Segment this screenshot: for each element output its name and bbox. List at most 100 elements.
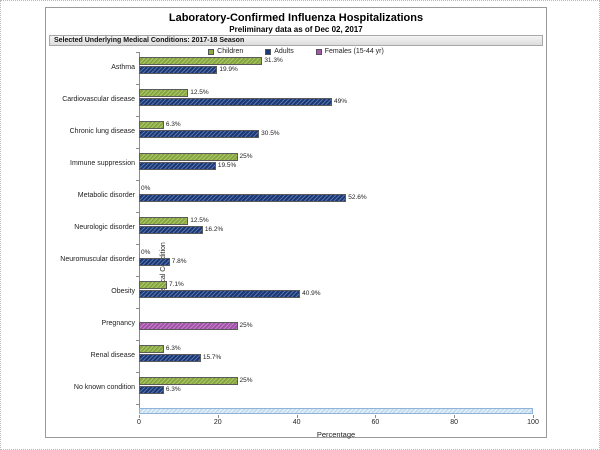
chart-row: Pregnancy 25% xyxy=(102,308,533,340)
x-axis-tick xyxy=(533,415,534,418)
range-scroll-strip[interactable] xyxy=(139,408,533,414)
category-label: No known condition xyxy=(73,384,135,391)
value-label: 0% xyxy=(141,185,151,192)
x-axis-tick xyxy=(296,415,298,418)
adults-bar[interactable] xyxy=(139,194,347,202)
legend-label: Adults xyxy=(274,48,294,55)
chart-row: Immune suppression 25% 19.5% xyxy=(70,148,533,180)
category-label: Pregnancy xyxy=(101,320,135,327)
x-axis-tick xyxy=(375,415,377,418)
chart-row: Renal disease 6.3% 15.7% xyxy=(91,340,533,372)
legend-item-children[interactable]: Children xyxy=(208,48,243,55)
adults-bar[interactable] xyxy=(139,386,164,394)
chart-row: Obesity 7.1% 40.9% xyxy=(111,276,533,308)
value-label: 25% xyxy=(239,322,253,329)
y-axis-tick xyxy=(136,148,139,149)
y-axis-tick xyxy=(136,84,139,85)
legend-label: Females (15-44 yr) xyxy=(324,48,384,55)
chart-row: Neuromuscular disorder 0% 7.8% xyxy=(60,244,533,276)
adults-bar[interactable] xyxy=(139,130,260,138)
value-label: 25% xyxy=(239,153,253,160)
x-tick-label: 80 xyxy=(450,419,459,426)
category-label: Neuromuscular disorder xyxy=(60,256,135,263)
category-label: Immune suppression xyxy=(70,160,135,167)
legend-item-adults[interactable]: Adults xyxy=(265,48,294,55)
value-label: 16.2% xyxy=(204,226,224,233)
value-label: 19.9% xyxy=(219,66,238,73)
children-bar[interactable] xyxy=(139,153,238,161)
value-label: 52.6% xyxy=(348,194,367,201)
value-label: 6.3% xyxy=(165,121,181,128)
value-label: 6.3% xyxy=(165,345,181,352)
legend-label: Children xyxy=(217,48,244,55)
value-label: 49% xyxy=(334,98,348,105)
value-label: 30.5% xyxy=(261,130,280,137)
x-axis-title: Percentage xyxy=(316,430,356,439)
children-bar[interactable] xyxy=(139,57,263,65)
chart-row: Metabolic disorder 0% 52.6% xyxy=(78,180,533,212)
value-label: 19.5% xyxy=(217,162,237,169)
children-bar[interactable] xyxy=(139,281,167,289)
x-axis-tick xyxy=(217,415,219,418)
value-label: 0% xyxy=(141,249,151,256)
plot-area: 0 20 40 60 80 100 Percentage Medical Con… xyxy=(60,52,539,444)
adults-bar[interactable] xyxy=(139,66,218,74)
y-axis-tick xyxy=(136,372,139,373)
children-bar[interactable] xyxy=(139,217,189,225)
chart-row: Chronic lung disease 6.3% 30.5% xyxy=(70,116,533,148)
y-axis-tick xyxy=(136,404,139,405)
value-label: 40.9% xyxy=(302,290,321,297)
chart-row: No known condition 25% 6.3% xyxy=(74,372,533,404)
legend-item-females[interactable]: Females (15-44 yr) xyxy=(315,48,384,55)
x-axis-tick xyxy=(454,415,456,418)
value-label: 6.3% xyxy=(165,386,181,393)
value-label: 7.8% xyxy=(171,258,187,265)
category-label: Cardiovascular disease xyxy=(62,96,135,103)
females-swatch-icon xyxy=(315,48,322,55)
y-axis-tick xyxy=(136,244,139,245)
adults-bar[interactable] xyxy=(139,226,203,234)
adults-bar[interactable] xyxy=(139,258,170,266)
x-tick-label: 60 xyxy=(371,419,380,426)
value-label: 7.1% xyxy=(168,281,184,288)
x-tick-label: 100 xyxy=(527,419,539,426)
females-bar[interactable] xyxy=(139,322,238,330)
category-label: Renal disease xyxy=(90,352,135,359)
value-label: 25% xyxy=(239,377,253,384)
adults-swatch-icon xyxy=(265,48,272,55)
category-label: Chronic lung disease xyxy=(69,128,135,135)
chart-title: Laboratory-Confirmed Influenza Hospitali… xyxy=(168,12,424,24)
category-label: Obesity xyxy=(111,288,135,295)
category-label: Neurologic disorder xyxy=(74,224,135,231)
children-bar[interactable] xyxy=(139,121,164,129)
adults-bar[interactable] xyxy=(139,290,301,298)
value-label: 31.3% xyxy=(264,57,283,64)
adults-bar[interactable] xyxy=(139,354,201,362)
chart-subtitle: Preliminary data as of Dec 02, 2017 xyxy=(229,25,363,34)
y-axis-tick xyxy=(136,180,139,181)
chart-legend: Children Adults Females (15-44 yr) xyxy=(46,48,546,55)
x-tick-label: 20 xyxy=(213,419,222,426)
value-label: 15.7% xyxy=(202,354,222,361)
chart-row: Neurologic disorder 12.5% 16.2% xyxy=(74,212,533,244)
value-label: 12.5% xyxy=(190,89,209,96)
value-label: 12.5% xyxy=(190,217,209,224)
panel-header: Selected Underlying Medical Conditions: … xyxy=(49,35,543,46)
category-label: Metabolic disorder xyxy=(77,192,135,199)
y-axis-tick xyxy=(136,52,139,53)
children-bar[interactable] xyxy=(139,377,238,385)
chart-row: Cardiovascular disease 12.5% 49% xyxy=(62,84,533,116)
chart-page: Laboratory-Confirmed Influenza Hospitali… xyxy=(45,7,547,439)
y-axis-tick xyxy=(136,212,139,213)
y-axis-tick xyxy=(136,340,139,341)
adults-bar[interactable] xyxy=(139,162,216,170)
y-axis-tick xyxy=(136,276,139,277)
children-swatch-icon xyxy=(208,48,215,55)
adults-bar[interactable] xyxy=(139,98,333,106)
y-axis-tick xyxy=(136,116,139,117)
chart-row: Asthma 31.3% 19.9% xyxy=(111,52,533,84)
children-bar[interactable] xyxy=(139,345,164,353)
children-bar[interactable] xyxy=(139,89,189,97)
y-axis-tick xyxy=(136,308,139,309)
